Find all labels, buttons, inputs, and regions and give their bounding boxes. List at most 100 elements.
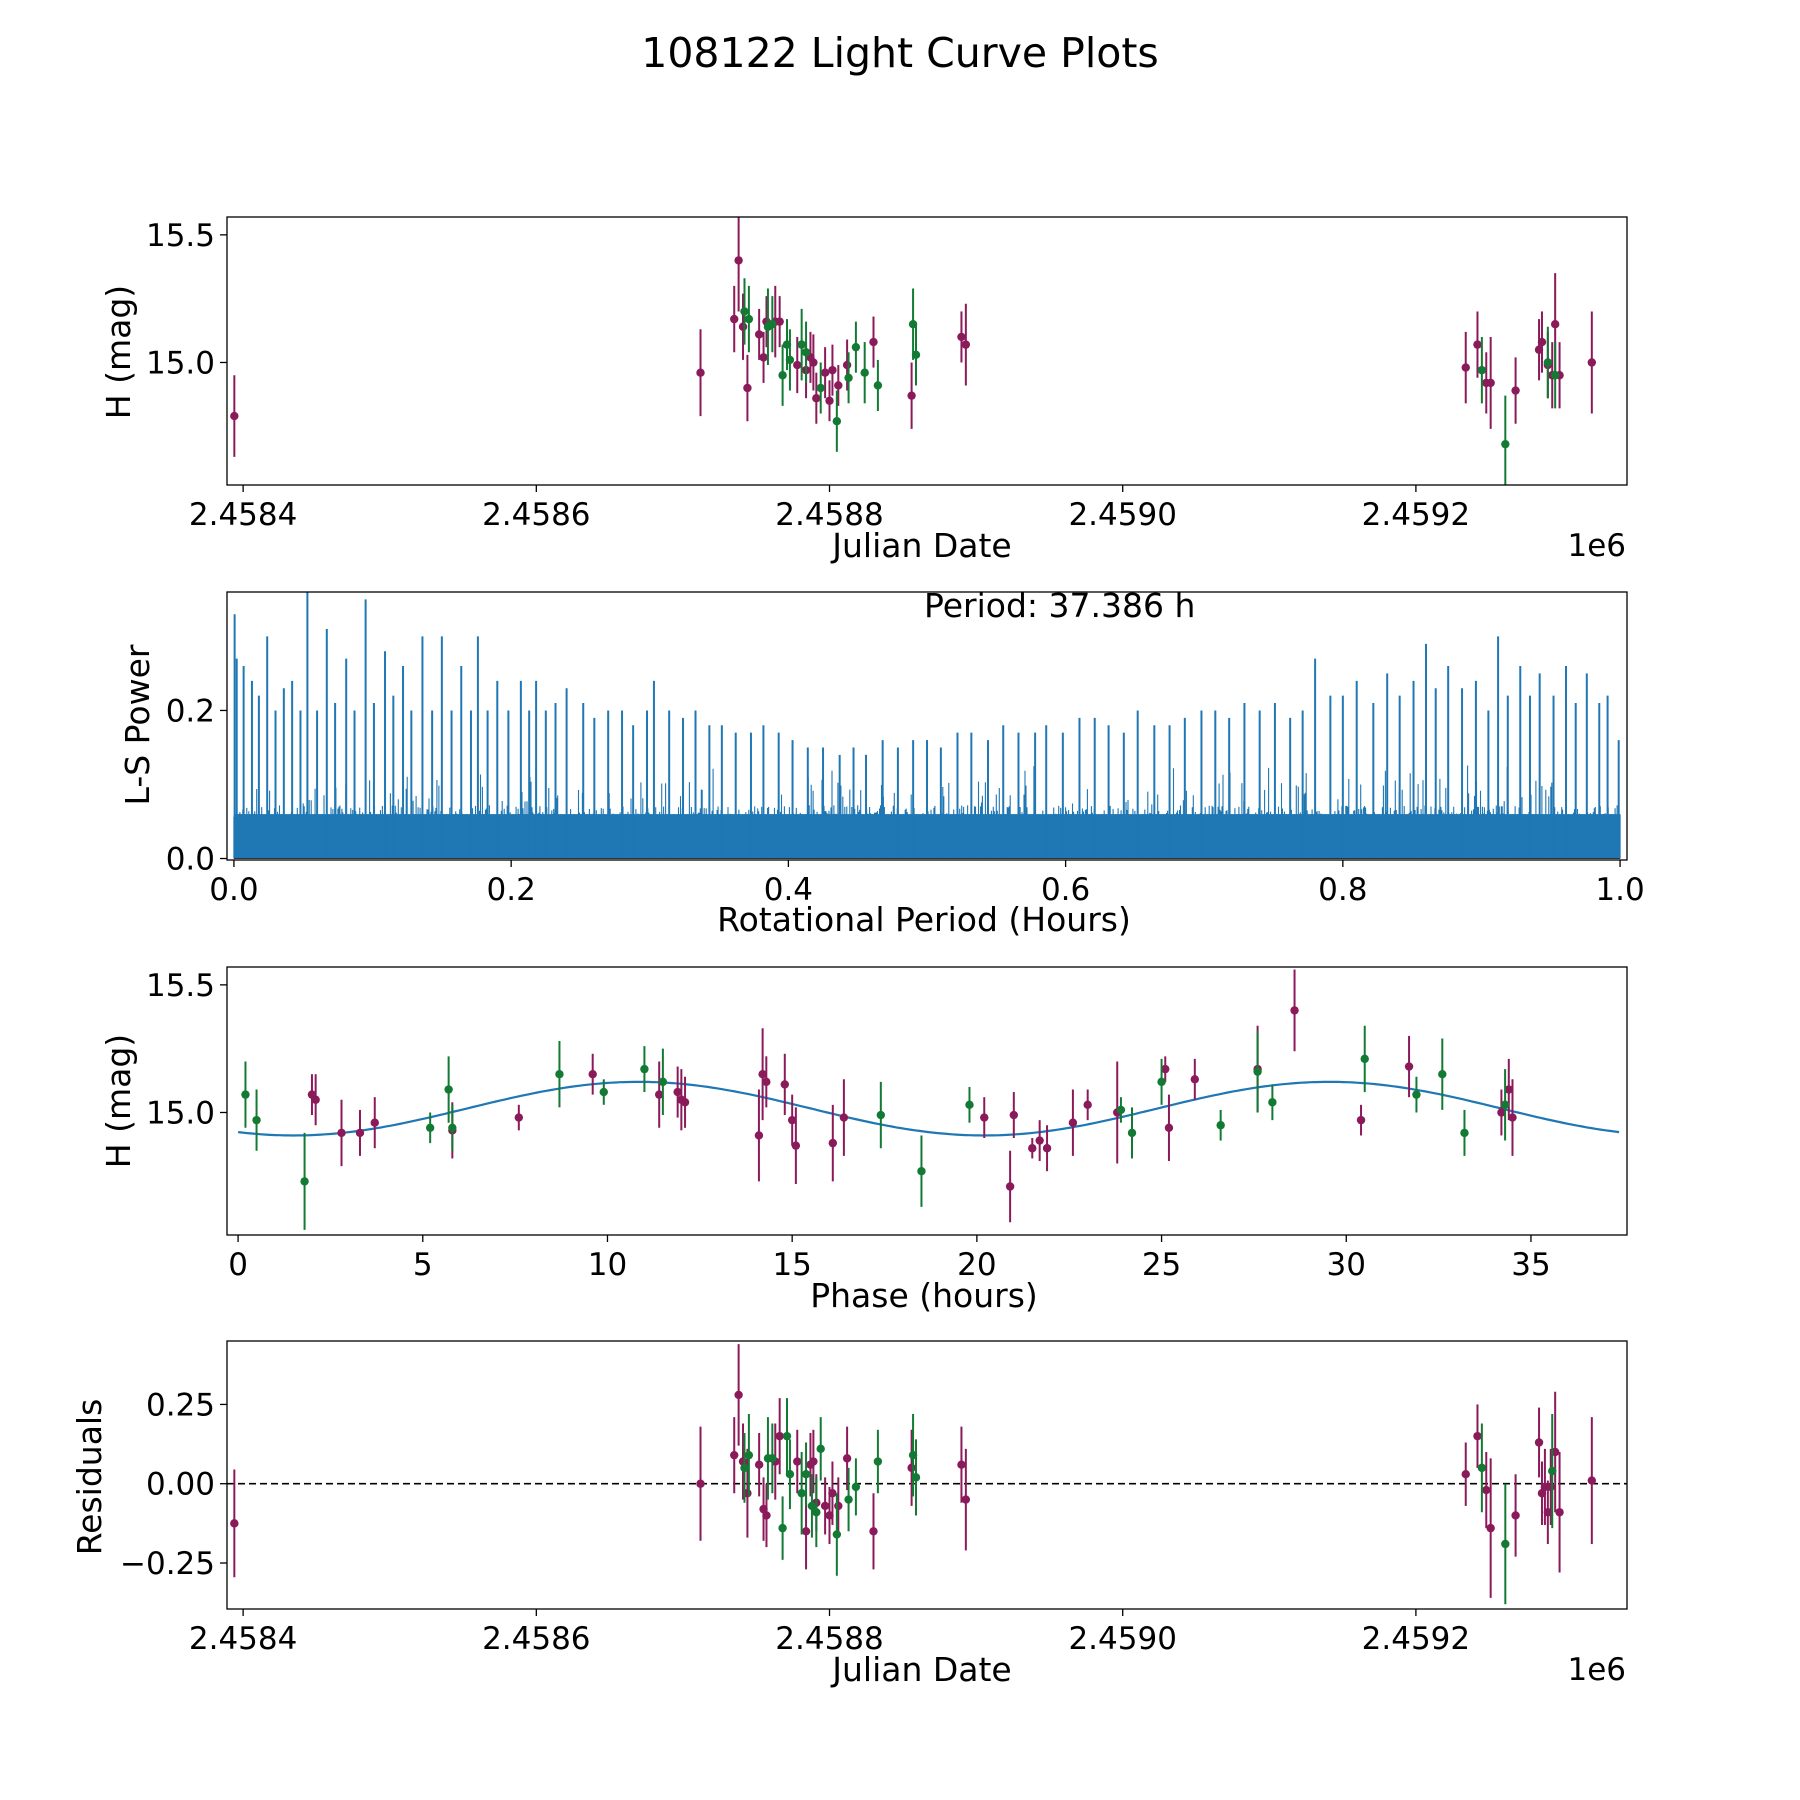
lightcurve-point-green bbox=[832, 416, 842, 426]
residuals-point-green bbox=[782, 1431, 792, 1441]
lightcurve-point-purple bbox=[1473, 340, 1482, 349]
phased-point-purple bbox=[1028, 1144, 1037, 1153]
phased-xtick-label: 0 bbox=[228, 1247, 248, 1283]
periodogram-panel: Rotational Period (Hours) L-S Power Peri… bbox=[118, 586, 1645, 939]
lightcurve-point-purple bbox=[759, 353, 768, 362]
residuals-xtick-label: 2.4592 bbox=[1362, 1621, 1470, 1657]
phased-point-green bbox=[917, 1166, 926, 1176]
lightcurve-point-purple bbox=[1511, 386, 1520, 395]
residuals-ytick-label: −0.25 bbox=[120, 1546, 215, 1582]
periodogram-lines bbox=[233, 592, 1621, 860]
residuals-point-purple bbox=[957, 1460, 966, 1469]
residuals-ytick-label: 0.25 bbox=[146, 1387, 215, 1423]
phased-point-green bbox=[241, 1090, 250, 1099]
phased-point-purple bbox=[680, 1098, 690, 1107]
lightcurve-point-green bbox=[1477, 365, 1487, 375]
phased-point-purple bbox=[980, 1113, 989, 1122]
lightcurve-offset-label: 1e6 bbox=[1567, 528, 1626, 564]
phased-point-purple bbox=[762, 1077, 771, 1087]
phased-point-green bbox=[1438, 1070, 1447, 1079]
residuals-point-green bbox=[832, 1530, 842, 1539]
residuals-point-green bbox=[1477, 1463, 1487, 1473]
phased-point-purple bbox=[758, 1070, 767, 1079]
phased-xtick-label: 5 bbox=[413, 1247, 433, 1283]
lightcurve-point-purple bbox=[907, 391, 916, 400]
phased-point-purple bbox=[1083, 1100, 1092, 1110]
residuals-point-purple bbox=[1546, 1482, 1555, 1492]
lightcurve-point-purple bbox=[961, 340, 971, 349]
phased-ytick-label: 15.5 bbox=[146, 968, 215, 1004]
phased-point-purple bbox=[1161, 1064, 1170, 1074]
lightcurve-point-green bbox=[851, 342, 861, 352]
residuals-xtick-label: 2.4588 bbox=[775, 1621, 883, 1657]
phased-point-purple bbox=[673, 1087, 682, 1097]
phased-point-purple bbox=[1356, 1115, 1366, 1125]
phased-point-green bbox=[1157, 1077, 1166, 1087]
phased-point-green bbox=[1360, 1054, 1369, 1064]
residuals-point-purple bbox=[907, 1463, 916, 1473]
lightcurve-point-purple bbox=[957, 332, 966, 342]
residuals-point-green bbox=[740, 1463, 749, 1473]
phased-point-green bbox=[444, 1085, 453, 1094]
phased-xtick-label: 25 bbox=[1142, 1247, 1181, 1283]
lightcurve-xtick-label: 2.4592 bbox=[1362, 497, 1470, 533]
lightcurve-point-green bbox=[778, 371, 787, 380]
residuals-point-green bbox=[797, 1489, 806, 1498]
lightcurve-point-purple bbox=[734, 256, 743, 265]
phased-point-green bbox=[1127, 1128, 1137, 1138]
lightcurve-point-purple bbox=[869, 337, 878, 347]
lightcurve-point-purple bbox=[842, 360, 852, 370]
phased-point-purple bbox=[754, 1131, 764, 1140]
residuals-ytick-label: 0.00 bbox=[146, 1467, 215, 1503]
lightcurve-point-purple bbox=[1461, 363, 1470, 372]
residuals-point-green bbox=[1548, 1466, 1557, 1476]
lightcurve-point-purple bbox=[1486, 378, 1495, 388]
phased-point-green bbox=[1253, 1067, 1262, 1076]
phased-xtick-label: 35 bbox=[1511, 1247, 1550, 1283]
lightcurve-point-green bbox=[1550, 371, 1560, 380]
residuals-point-purple bbox=[809, 1457, 818, 1466]
residuals-xtick-label: 2.4590 bbox=[1068, 1621, 1176, 1657]
residuals-point-purple bbox=[828, 1489, 837, 1498]
phased-point-green bbox=[640, 1064, 649, 1074]
residuals-offset-label: 1e6 bbox=[1567, 1652, 1626, 1688]
periodogram-xtick-label: 0.2 bbox=[487, 872, 536, 908]
phased-panel: Phase (hours) H (mag) 0 5 10 15 20 25 30 35 15.0… bbox=[99, 966, 1628, 1315]
phased-xtick-label: 30 bbox=[1327, 1247, 1366, 1283]
phased-points bbox=[241, 969, 1517, 1230]
lightcurve-point-green bbox=[768, 320, 777, 329]
phased-xlabel: Phase (hours) bbox=[810, 1276, 1038, 1315]
phased-xtick-label: 15 bbox=[772, 1247, 811, 1283]
periodogram-ytick-label: 0.2 bbox=[166, 693, 215, 729]
residuals-point-purple bbox=[801, 1527, 811, 1536]
phased-point-purple bbox=[355, 1128, 365, 1138]
lightcurve-ytick-label: 15.5 bbox=[146, 218, 215, 254]
lightcurve-xtick-label: 2.4590 bbox=[1068, 497, 1176, 533]
residuals-ylabel: Residuals bbox=[70, 1399, 109, 1556]
phased-ytick-label: 15.0 bbox=[146, 1095, 215, 1131]
phased-point-green bbox=[555, 1070, 564, 1079]
lightcurve-panel: Julian Date H (mag) 1e6 2.4584 2.4586 2.45… bbox=[99, 216, 1628, 565]
periodogram-xtick-label: 0.8 bbox=[1318, 872, 1367, 908]
lightcurve-point-purple bbox=[1537, 337, 1547, 347]
phased-point-green bbox=[1268, 1098, 1277, 1107]
periodogram-xtick-label: 0.0 bbox=[209, 872, 258, 908]
lightcurve-xtick-label: 2.4588 bbox=[775, 497, 883, 533]
lightcurve-point-purple bbox=[230, 411, 239, 421]
lightcurve-point-green bbox=[1543, 358, 1553, 367]
phased-point-purple bbox=[787, 1115, 797, 1125]
residuals-xtick-label: 2.4586 bbox=[482, 1621, 590, 1657]
phased-point-purple bbox=[1035, 1136, 1044, 1145]
lightcurve-point-purple bbox=[828, 365, 837, 375]
residuals-point-purple bbox=[230, 1519, 239, 1528]
phased-point-purple bbox=[311, 1095, 320, 1104]
periodogram-xtick-label: 0.6 bbox=[1041, 872, 1090, 908]
phased-point-purple bbox=[1504, 1085, 1513, 1094]
phased-point-green bbox=[658, 1077, 668, 1087]
residuals-point-green bbox=[768, 1454, 777, 1463]
phased-point-green bbox=[1116, 1105, 1126, 1115]
phased-point-green bbox=[300, 1177, 309, 1186]
residuals-point-green bbox=[816, 1444, 825, 1454]
periodogram-ylabel: L-S Power bbox=[118, 644, 157, 805]
